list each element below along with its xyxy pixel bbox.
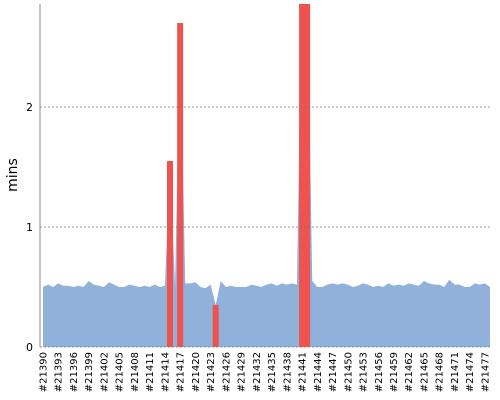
x-tick-label: #21390 [39, 352, 50, 392]
x-tick-label: #21468 [435, 352, 446, 392]
x-tick-label: #21456 [374, 352, 385, 392]
duration-area [43, 4, 490, 347]
y-axis-label: mins [5, 158, 21, 192]
x-tick-label: #21429 [237, 352, 248, 392]
x-tick-label: #21435 [267, 352, 278, 392]
x-tick-label: #21399 [84, 352, 95, 392]
x-tick-label: #21447 [328, 352, 339, 392]
x-tick-label: #21474 [465, 352, 476, 392]
x-tick-label: #21477 [480, 352, 491, 392]
x-tick-label: #21393 [54, 352, 65, 392]
x-tick-label: #21423 [206, 352, 217, 392]
x-tick-label: #21450 [343, 352, 354, 392]
x-tick-label: #21444 [313, 352, 324, 392]
failed-build [166, 161, 173, 347]
x-tick-label: #21432 [252, 352, 263, 392]
x-tick-label: #21420 [191, 352, 202, 392]
y-tick-label: 0 [26, 341, 33, 354]
x-tick-label: #21465 [419, 352, 430, 392]
x-tick-label: #21459 [389, 352, 400, 392]
failed-build [212, 305, 219, 347]
x-tick-label: #21402 [99, 352, 110, 392]
x-tick-label: #21405 [115, 352, 126, 392]
failed-build [177, 23, 184, 347]
x-tick-label: #21414 [160, 352, 171, 392]
x-tick-label: #21462 [404, 352, 415, 392]
x-tick-label: #21438 [282, 352, 293, 392]
failed-build [299, 4, 306, 347]
x-tick-label: #21396 [69, 352, 80, 392]
y-tick-label: 2 [26, 101, 33, 114]
y-tick-label: 1 [26, 221, 33, 234]
x-tick-label: #21471 [450, 352, 461, 392]
x-tick-label: #21411 [145, 352, 156, 392]
x-tick-label: #21417 [176, 352, 187, 392]
x-tick-label: #21453 [359, 352, 370, 392]
x-tick-label: #21441 [298, 352, 309, 392]
failed-build [304, 4, 311, 347]
x-tick-label: #21408 [130, 352, 141, 392]
x-tick-label: #21426 [221, 352, 232, 392]
plot-area [43, 4, 490, 347]
